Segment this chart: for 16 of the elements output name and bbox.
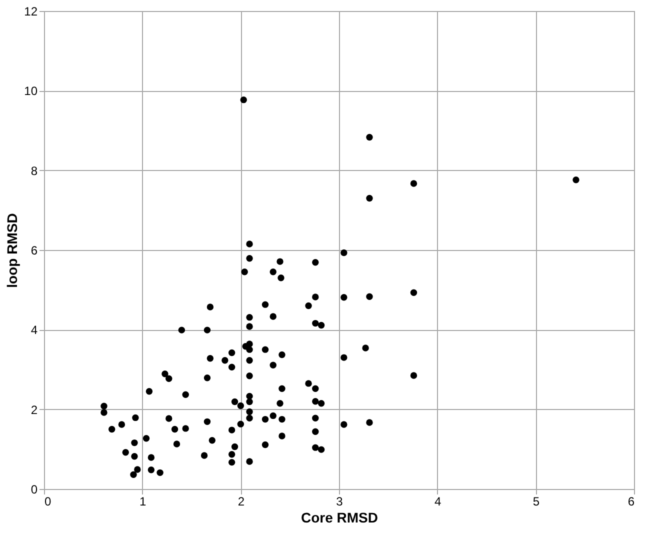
y-tick-label: 8: [30, 164, 38, 178]
x-tick-label: 3: [336, 494, 344, 508]
y-tick-label: 0: [30, 482, 38, 496]
y-tick-label: 6: [30, 244, 38, 258]
x-tick-label: 0: [44, 494, 52, 508]
y-tick-label: 4: [30, 323, 38, 338]
y-tick-label: 2: [30, 402, 38, 417]
x-axis-title: Core RMSD: [300, 510, 378, 526]
y-tick-label: 10: [24, 84, 38, 98]
y-axis-title: loop RMSD: [4, 213, 20, 288]
x-tick-label: 1: [139, 494, 146, 508]
x-tick-label: 6: [628, 494, 635, 508]
x-tick-label: 5: [532, 494, 540, 508]
x-tick-label: 4: [434, 494, 442, 508]
y-tick-label: 12: [24, 4, 38, 18]
x-tick-label: 2: [238, 494, 245, 508]
